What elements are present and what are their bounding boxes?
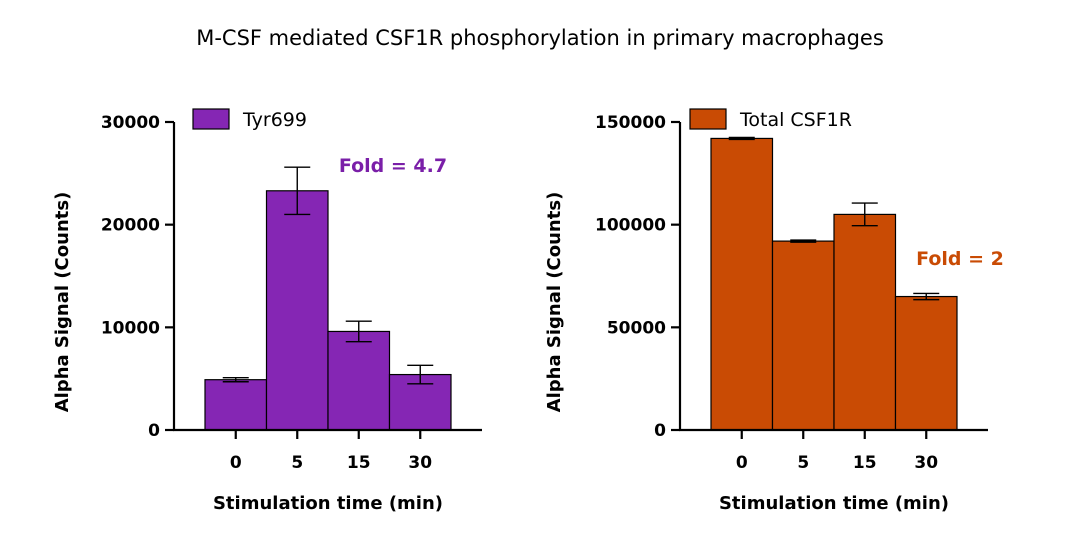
x-tick-label: 15 [853,453,877,473]
legend-swatch [192,108,230,130]
figure-title: M-CSF mediated CSF1R phosphorylation in … [196,26,884,50]
x-tick-label: 5 [797,453,809,473]
bar [204,379,268,431]
x-tick-label: 30 [408,453,432,473]
x-tick-label: 30 [914,453,938,473]
y-tick-label: 30000 [101,113,160,133]
y-tick-label: 150000 [595,113,666,133]
bar [833,213,897,431]
x-axis-title: Stimulation time (min) [719,493,949,514]
y-tick-label: 100000 [595,216,666,236]
legend-swatch [689,108,727,130]
bar [327,330,391,431]
y-tick-label: 10000 [101,318,160,338]
fold-annotation: Fold = 2 [916,248,1004,270]
x-tick-label: 15 [347,453,371,473]
y-tick-label: 20000 [101,216,160,236]
y-axis-title: Alpha Signal (Counts) [52,192,73,413]
y-axis-title: Alpha Signal (Counts) [544,192,565,413]
y-tick-label: 0 [654,421,666,441]
x-axis-title: Stimulation time (min) [213,493,443,514]
x-tick-label: 0 [230,453,242,473]
bar [894,295,958,431]
y-tick-label: 50000 [607,318,666,338]
legend-label: Total CSF1R [739,109,852,131]
x-tick-label: 0 [736,453,748,473]
bar [265,190,329,431]
legend-label: Tyr699 [242,109,307,131]
bar [710,137,774,431]
fold-annotation: Fold = 4.7 [339,155,447,177]
y-tick-label: 0 [148,421,160,441]
x-tick-label: 5 [291,453,303,473]
bar [771,240,835,431]
